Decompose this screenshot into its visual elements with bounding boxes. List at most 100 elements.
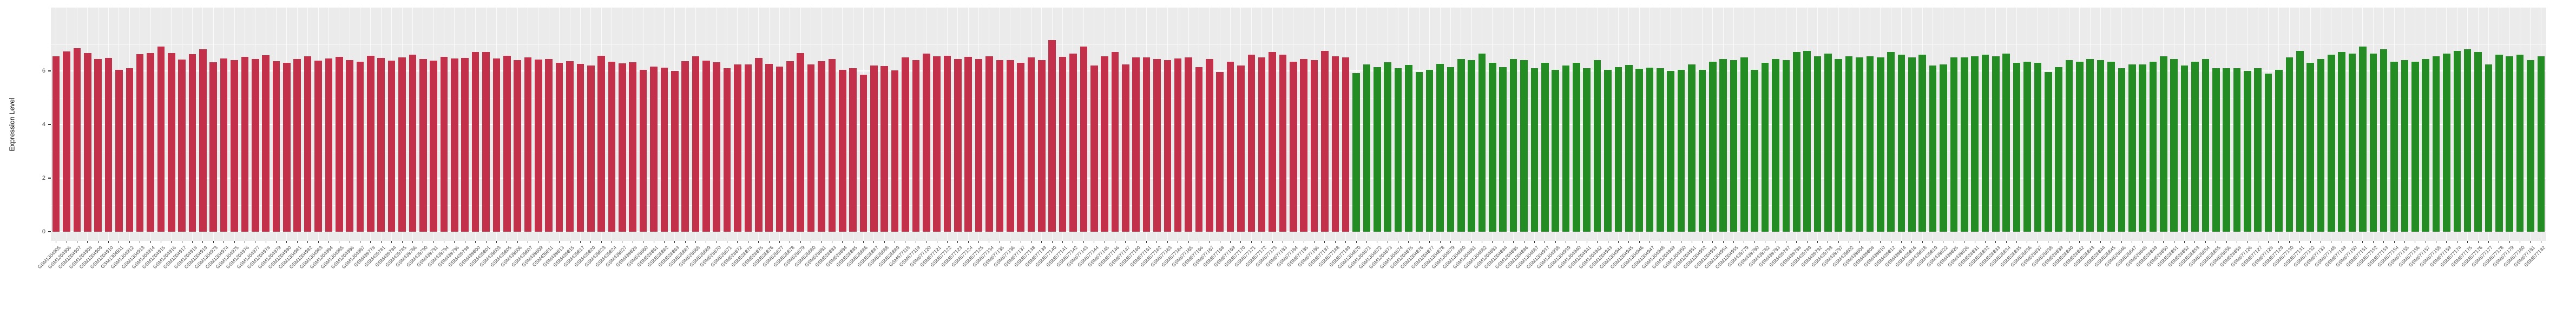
bar [996, 60, 1004, 232]
bar [1384, 62, 1391, 232]
bar [1216, 72, 1224, 232]
bar [2264, 73, 2272, 232]
x-tick [1513, 241, 1514, 243]
bar [2149, 61, 2157, 232]
bar [1719, 58, 1727, 232]
bar [2285, 57, 2294, 232]
x-tick [2289, 241, 2290, 243]
x-tick [517, 241, 518, 243]
gridline-minor [51, 97, 2546, 99]
bar [1635, 69, 1643, 232]
bar [1142, 57, 1151, 232]
bar [1447, 67, 1455, 232]
bar [1342, 57, 1350, 232]
bar [1185, 57, 1192, 232]
y-tick-label: 2 [42, 174, 45, 181]
x-tick [370, 241, 371, 243]
x-tick [1628, 241, 1629, 243]
y-tick-label: 0 [42, 228, 45, 235]
x-tick [1450, 241, 1451, 243]
bar [1530, 68, 1539, 232]
x-tick [433, 241, 434, 243]
bar [545, 58, 553, 232]
bar [1614, 67, 1622, 232]
x-tick [1754, 241, 1755, 243]
x-tick [1796, 241, 1797, 243]
y-tick [48, 124, 51, 125]
x-tick [454, 241, 455, 243]
x-tick [1639, 241, 1640, 243]
bar [555, 63, 563, 232]
bar [1866, 56, 1874, 232]
x-tick [2184, 241, 2185, 243]
x-tick [1041, 241, 1042, 243]
bar [1657, 68, 1664, 232]
bar [1195, 67, 1203, 232]
bar [1552, 69, 1559, 232]
bar [1290, 61, 1297, 232]
bar [776, 66, 784, 232]
bar [2139, 64, 2146, 232]
x-tick [192, 241, 193, 243]
bar [1593, 60, 1601, 232]
bar [482, 51, 490, 232]
bar [1279, 55, 1287, 232]
x-tick [1911, 241, 1913, 243]
bar [1803, 50, 1811, 232]
x-tick [1838, 241, 1839, 243]
bar [943, 56, 951, 232]
bar [1436, 63, 1444, 232]
x-tick [663, 241, 665, 243]
bar [304, 56, 312, 232]
bar [576, 64, 584, 232]
bar [1006, 60, 1014, 232]
x-tick [1806, 241, 1808, 243]
bar [2506, 56, 2513, 232]
x-tick [307, 241, 308, 243]
bar [2128, 64, 2136, 232]
bar [1321, 50, 1329, 232]
bar [1237, 66, 1245, 232]
bar [2296, 50, 2304, 232]
bar [1101, 56, 1108, 232]
x-tick [1062, 241, 1063, 243]
bar [2495, 55, 2503, 232]
x-tick [1146, 241, 1147, 243]
bar [1111, 52, 1119, 232]
bar [1562, 66, 1570, 232]
bar [1499, 67, 1507, 232]
bar [1918, 55, 1927, 232]
bar [566, 61, 574, 232]
gridline-major [51, 178, 2546, 179]
bar [241, 57, 249, 232]
bar [1468, 60, 1475, 232]
x-tick [1366, 241, 1367, 243]
bar [859, 75, 868, 232]
x-tick [2006, 241, 2007, 243]
x-tick [1859, 241, 1860, 243]
bar [1247, 55, 1256, 232]
bar [335, 57, 343, 232]
bar [1164, 60, 1172, 232]
x-tick [1261, 241, 1263, 243]
bar [2422, 58, 2429, 232]
bar [2275, 69, 2283, 232]
bar [2023, 61, 2031, 232]
bar [2097, 60, 2105, 232]
x-tick [1272, 241, 1273, 243]
gridline-major [51, 124, 2546, 125]
bar [2338, 52, 2345, 232]
x-tick [2530, 241, 2531, 243]
bar [1971, 56, 1979, 232]
bar [1520, 60, 1528, 232]
x-tick [947, 241, 948, 243]
bar [1457, 58, 1465, 232]
x-tick [2467, 241, 2468, 243]
x-tick [276, 241, 277, 243]
bar [2516, 55, 2524, 232]
x-tick [213, 241, 214, 243]
bar [870, 66, 878, 232]
bar [492, 58, 501, 232]
bar [1813, 56, 1822, 232]
